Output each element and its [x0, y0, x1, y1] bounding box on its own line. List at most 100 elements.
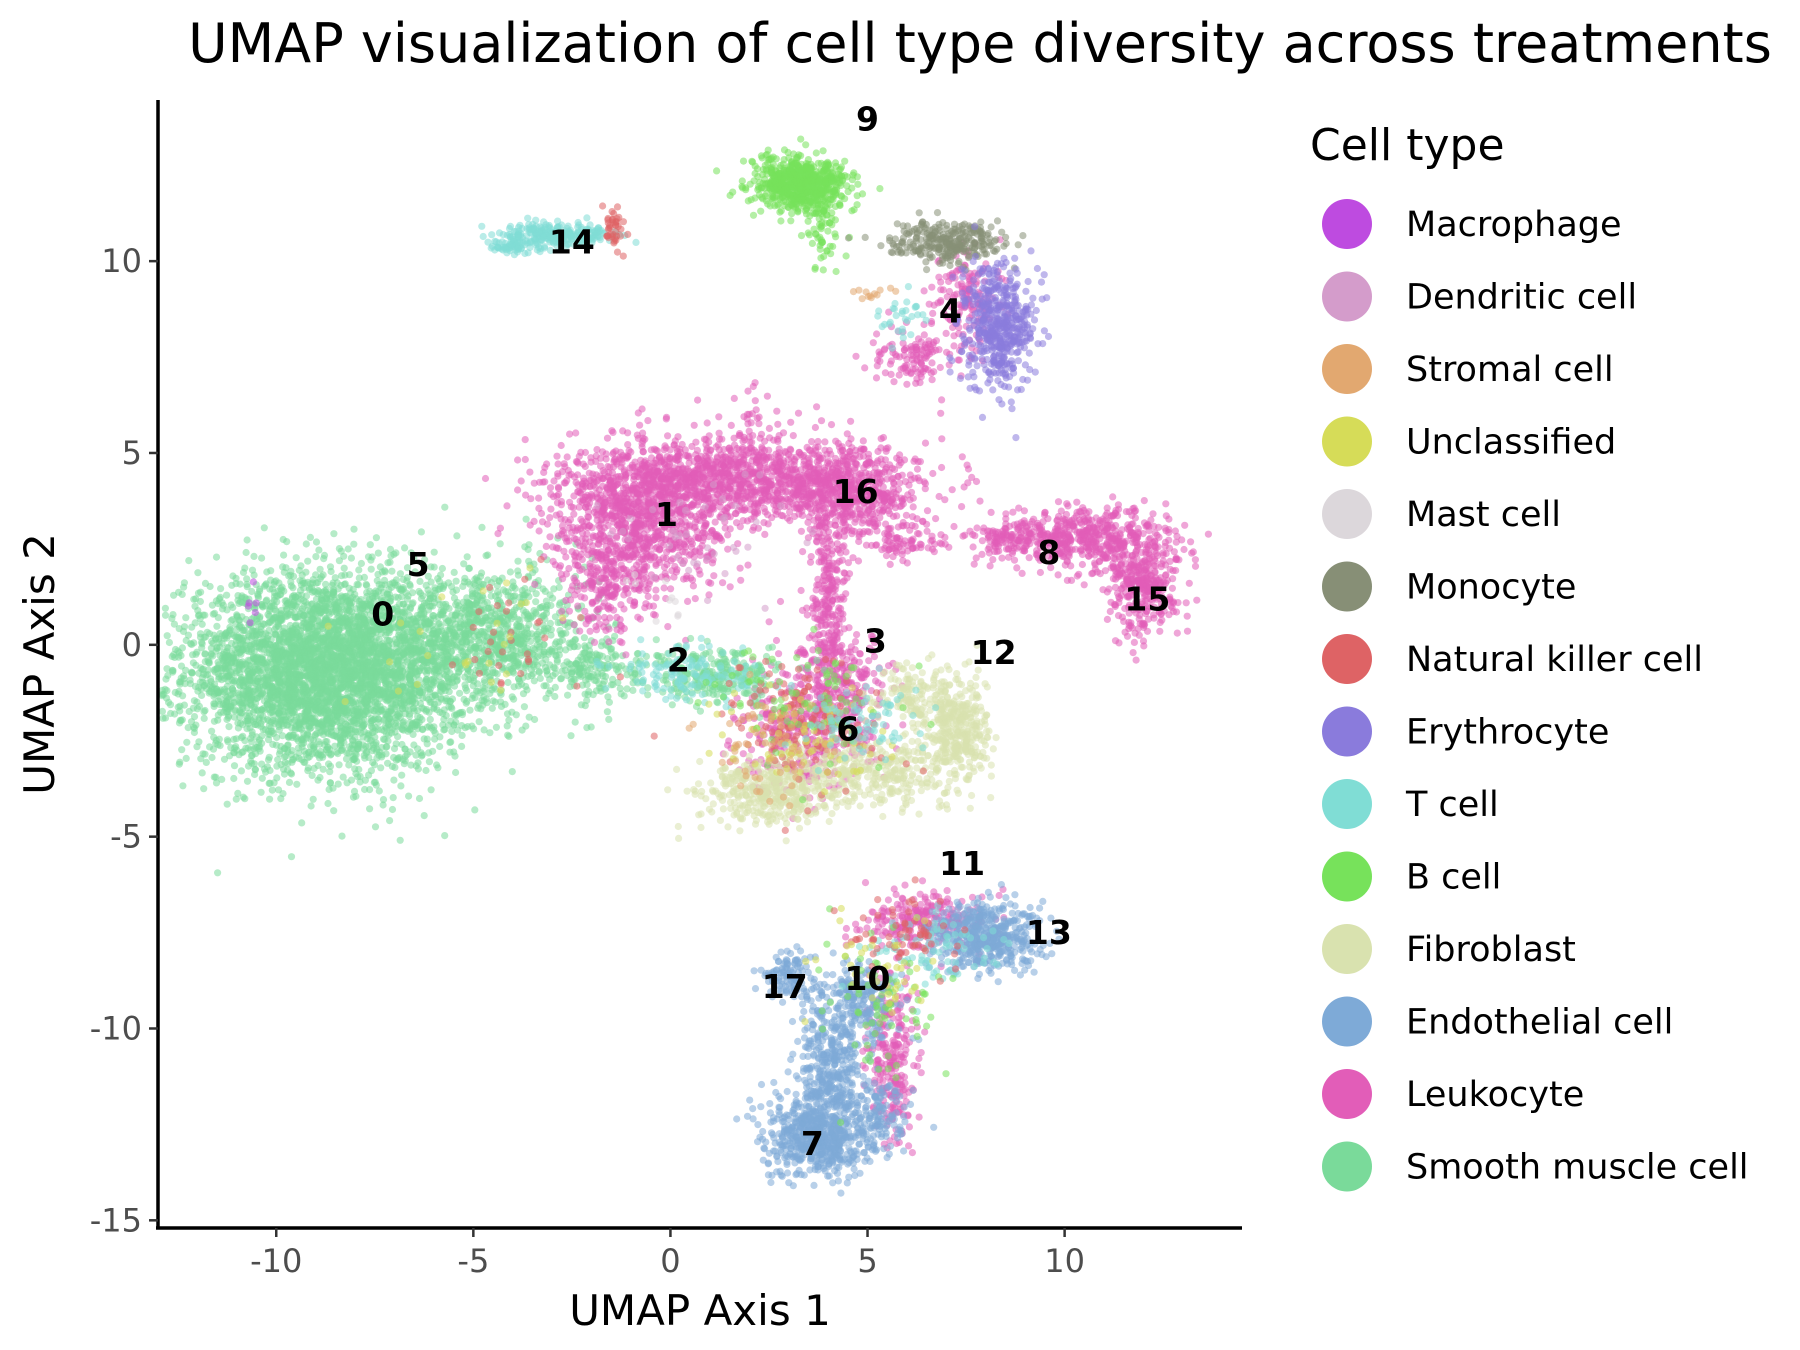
data-point [374, 549, 382, 557]
data-point [458, 742, 466, 751]
data-point [431, 735, 439, 743]
data-point [397, 782, 405, 790]
data-point [392, 549, 400, 557]
data-point [381, 723, 389, 731]
data-point [363, 592, 371, 601]
data-point [399, 633, 407, 641]
data-point [272, 614, 280, 622]
data-point [190, 723, 198, 731]
data-point [276, 642, 284, 650]
data-point [335, 761, 343, 769]
data-point [310, 705, 318, 713]
data-point [190, 697, 198, 705]
data-point [166, 701, 175, 709]
data-point [235, 691, 243, 699]
data-point [400, 600, 408, 608]
data-point [448, 625, 456, 633]
data-point [567, 732, 575, 740]
data-point [305, 723, 313, 731]
data-point [276, 671, 284, 679]
data-point [421, 556, 429, 564]
data-point [497, 698, 505, 706]
data-point [441, 503, 449, 511]
data-point [430, 665, 439, 673]
data-point [310, 605, 318, 613]
data-point [335, 618, 343, 626]
data-point [161, 604, 169, 612]
data-point [232, 620, 240, 628]
data-point [247, 662, 255, 670]
data-point [260, 620, 268, 629]
data-point [459, 598, 467, 606]
data-point [316, 565, 324, 573]
data-point [465, 613, 473, 621]
data-point [269, 687, 277, 695]
data-point [361, 776, 369, 784]
data-point [200, 785, 208, 793]
data-point [580, 634, 589, 642]
data-point [201, 579, 210, 588]
data-point [236, 635, 244, 643]
data-point [354, 773, 362, 781]
data-point [302, 598, 310, 606]
data-point [180, 701, 188, 709]
data-point [198, 640, 206, 648]
data-point [375, 787, 383, 795]
data-point [210, 773, 218, 781]
data-point [283, 691, 291, 700]
data-point [340, 564, 348, 572]
data-point [356, 672, 364, 680]
data-point [291, 593, 300, 601]
data-point [223, 648, 231, 656]
data-point [539, 585, 547, 593]
data-point [201, 633, 210, 641]
data-point [509, 578, 517, 586]
data-point [437, 643, 445, 651]
data-point [480, 676, 488, 685]
data-point [478, 569, 486, 577]
data-point [163, 632, 171, 640]
data-point [336, 734, 344, 742]
data-point [282, 602, 290, 610]
data-point [265, 753, 273, 761]
data-point [266, 700, 274, 708]
data-point [530, 607, 538, 615]
data-point [223, 800, 231, 808]
data-point [283, 702, 291, 710]
data-point [374, 685, 382, 694]
data-point [523, 686, 531, 694]
data-point [389, 671, 397, 680]
data-point [350, 619, 358, 627]
data-point [356, 680, 364, 688]
data-point [355, 566, 363, 574]
data-point [316, 773, 324, 782]
data-point [453, 532, 461, 540]
scatter-points [158, 135, 1212, 1197]
data-point [396, 667, 404, 675]
data-point [398, 771, 406, 779]
data-point [344, 678, 352, 686]
data-point [431, 584, 439, 592]
data-point [206, 743, 214, 751]
data-point [354, 712, 362, 720]
data-point [339, 637, 347, 645]
data-point [407, 686, 415, 694]
data-point [198, 769, 206, 777]
data-point [388, 567, 396, 575]
data-point [311, 717, 319, 726]
data-point [196, 597, 204, 606]
data-point [304, 623, 312, 632]
data-point [283, 538, 291, 546]
data-point [364, 644, 372, 653]
data-point [367, 565, 375, 573]
data-point [224, 713, 232, 722]
data-point [302, 568, 310, 576]
data-point [197, 588, 205, 596]
data-point [493, 588, 502, 596]
data-point [310, 678, 318, 686]
data-point [347, 684, 355, 693]
data-point [437, 571, 445, 579]
data-point [428, 630, 436, 638]
data-point [350, 525, 358, 533]
data-point [532, 598, 540, 606]
